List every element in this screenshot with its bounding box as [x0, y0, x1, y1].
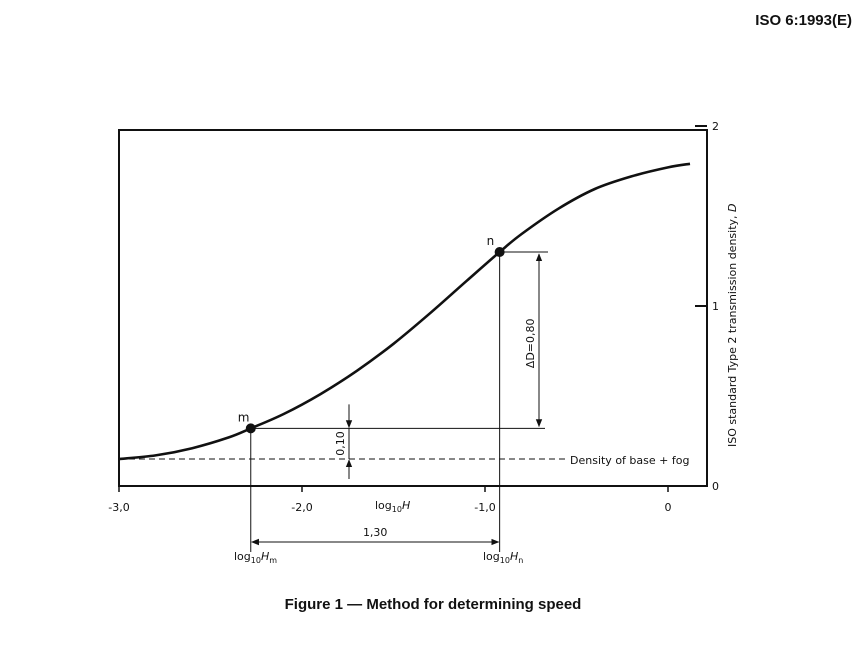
x-tick-label: -1,0 [474, 501, 495, 514]
point-n [494, 247, 505, 257]
standard-id: ISO 6:1993(E) [755, 12, 852, 29]
y-axis-label: ISO standard Type 2 transmission density… [726, 203, 739, 447]
point-n-label: n [487, 234, 495, 248]
y-tick-label: 0 [712, 480, 719, 493]
x-tick-label: -3,0 [108, 501, 129, 514]
log-hm-label: log10Hm [234, 550, 277, 565]
point-m [245, 423, 256, 434]
plot-frame [118, 129, 708, 487]
y-tick-label: 1 [712, 300, 719, 313]
characteristic-curve [118, 162, 691, 461]
span-label: 1,30 [363, 526, 388, 539]
y-tick-label: 2 [712, 120, 719, 133]
figure-caption: Figure 1 — Method for determining speed [284, 596, 582, 613]
point-m-label: m [238, 410, 250, 424]
log-hn-label: log10Hn [483, 550, 523, 565]
x-tick-label: 0 [665, 501, 672, 514]
x-axis-label: log10H [375, 499, 410, 514]
offset-label: 0,10 [334, 431, 347, 456]
x-tick-label: -2,0 [291, 501, 312, 514]
base-fog-label: Density of base + fog [570, 454, 689, 467]
delta-d-label: ΔD=0,80 [524, 318, 537, 368]
